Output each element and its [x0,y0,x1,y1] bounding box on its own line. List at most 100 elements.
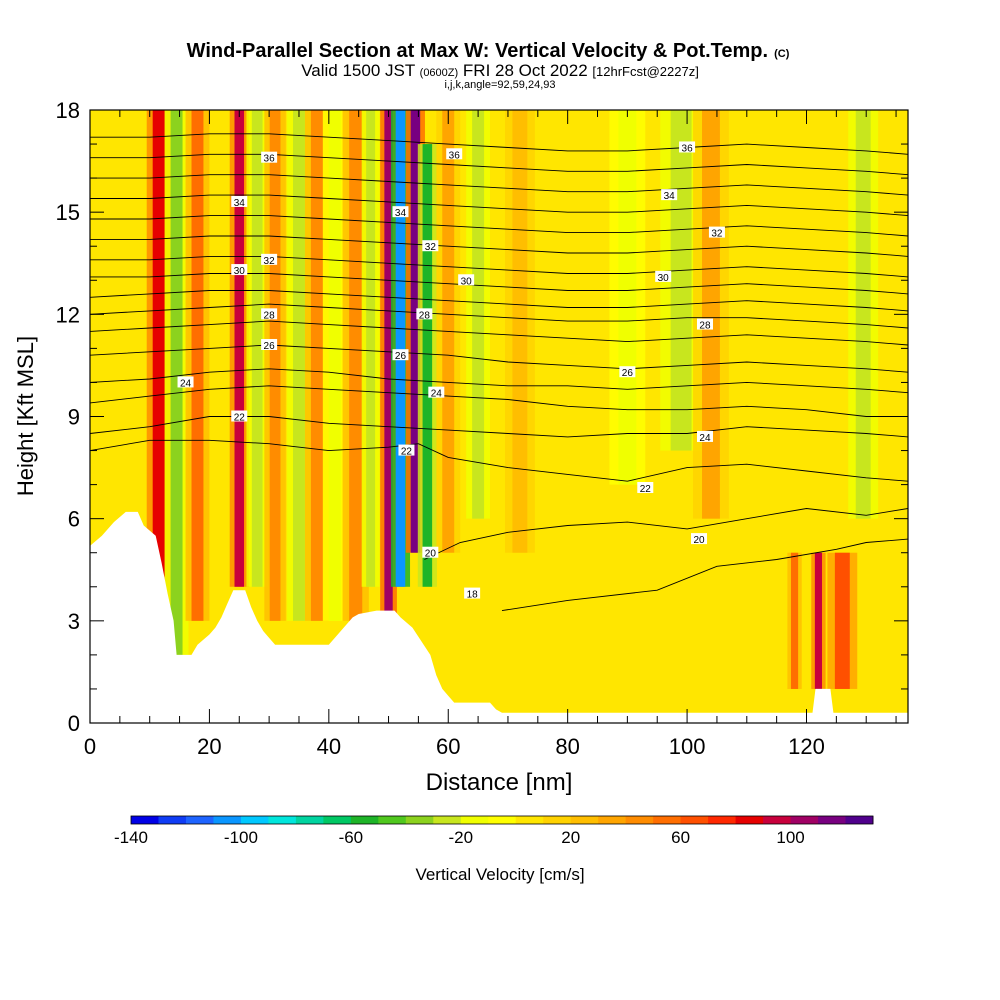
velocity-band [384,110,393,621]
theta-contour [90,255,908,278]
velocity-band [293,110,305,621]
colorbar-tick-label: 100 [776,828,804,847]
contour-label-bg [231,410,248,422]
velocity-band [395,110,406,587]
contour-label: 34 [395,208,407,219]
contour-label-bg [231,195,248,207]
velocity-band [422,144,433,587]
x-tick-label: 80 [555,734,579,759]
contour-label: 32 [264,256,276,267]
colorbar-swatch [240,816,269,824]
theta-contour [90,290,908,312]
colorbar-swatch [268,816,297,824]
contour-label: 30 [234,266,246,277]
y-tick-label: 0 [68,711,80,736]
velocity-band [251,110,263,587]
velocity-band [170,110,183,655]
chart-subtitle: Valid 1500 JST (0600Z) FRI 28 Oct 2022 [… [301,61,699,80]
terrain-mask [90,511,908,723]
chart-title: Wind-Parallel Section at Max W: Vertical… [187,40,790,62]
theta-contour [90,153,908,176]
colorbar-swatch [543,816,572,824]
colorbar-tick-label: -20 [448,828,473,847]
colorbar-tick-label: 60 [671,828,690,847]
theta-contour [90,385,908,417]
x-tick-label: 60 [436,734,460,759]
y-tick-label: 18 [56,98,80,123]
theta-contour [90,368,908,394]
colorbar-swatch [131,816,159,824]
colorbar-swatch [185,816,214,824]
theta-contour [90,194,908,217]
colorbar-tick-label: -140 [114,828,148,847]
contour-label-bg [392,349,409,361]
velocity-band [618,110,637,485]
y-tick-label: 12 [56,302,80,327]
contour-label: 36 [264,154,276,165]
contour-label: 26 [264,341,276,352]
contour-label: 28 [264,310,276,321]
velocity-band [349,110,363,621]
velocity-band [512,110,528,553]
velocity-band [834,552,850,689]
colorbar-swatch [460,816,489,824]
contour-label-bg [422,240,439,252]
contour-label-bg [261,308,278,320]
colorbar-swatch [735,816,764,824]
contour-label-bg [231,264,248,276]
contour-label: 18 [467,590,479,601]
colorbar-swatch [570,816,599,824]
colorbar-tick-label: -100 [224,828,258,847]
contour-label-bg [422,546,439,558]
colorbar: -140 -100 -60 -20 20 60 100 [114,815,874,847]
velocity-band [328,110,341,621]
contour-label-bg [679,141,696,153]
contour-label: 28 [699,321,711,332]
theta-contour [90,235,908,257]
x-axis-label: Distance [nm] [426,769,573,796]
velocity-band [670,110,692,451]
colorbar-swatch [405,816,434,824]
colorbar-swatch [845,816,874,824]
colorbar-swatch [433,816,462,824]
y-tick-label: 15 [56,200,80,225]
theta-contour [90,344,908,373]
contour-label-bg [261,338,278,350]
colorbar-swatch [818,816,847,824]
theta-contour [90,133,908,155]
contour-label-bg [696,318,713,330]
y-tick-label: 6 [68,507,80,532]
colorbar-swatch [790,816,819,824]
chart-subtitle-indices: i,j,k,angle=92,59,24,93 [444,79,555,91]
contour-label-bg [392,206,409,218]
theta-contour [90,215,908,237]
theta-contour [90,416,908,438]
contour-label: 32 [425,242,437,253]
contour-label: 34 [664,191,676,202]
theta-contour [90,439,908,482]
velocity-band [191,110,204,621]
colorbar-frame [130,815,874,825]
colorbar-label: Vertical Velocity [cm/s] [415,865,584,884]
contour-label-bg [661,189,678,201]
x-tick-label: 20 [197,734,221,759]
contour-label-bg [708,226,725,238]
x-tick-label: 100 [669,734,706,759]
x-tick-label: 0 [84,734,96,759]
y-tick-label: 3 [68,609,80,634]
contour-label-bg [446,148,463,160]
contour-label-bg [691,533,708,545]
contour-label-bg [458,274,475,286]
velocity-band [702,110,720,519]
contour-label-bg [177,376,194,388]
colorbar-swatch [323,816,352,824]
contour-label: 36 [682,143,694,154]
x-tick-label: 40 [317,734,341,759]
contour-label-bg [619,366,636,378]
contour-label: 22 [234,413,246,424]
contour-label: 20 [693,535,705,546]
contour-label-bg [398,444,415,456]
contour-label-bg [261,151,278,163]
contour-label-bg [637,482,654,494]
colorbar-tick-label: -60 [339,828,364,847]
